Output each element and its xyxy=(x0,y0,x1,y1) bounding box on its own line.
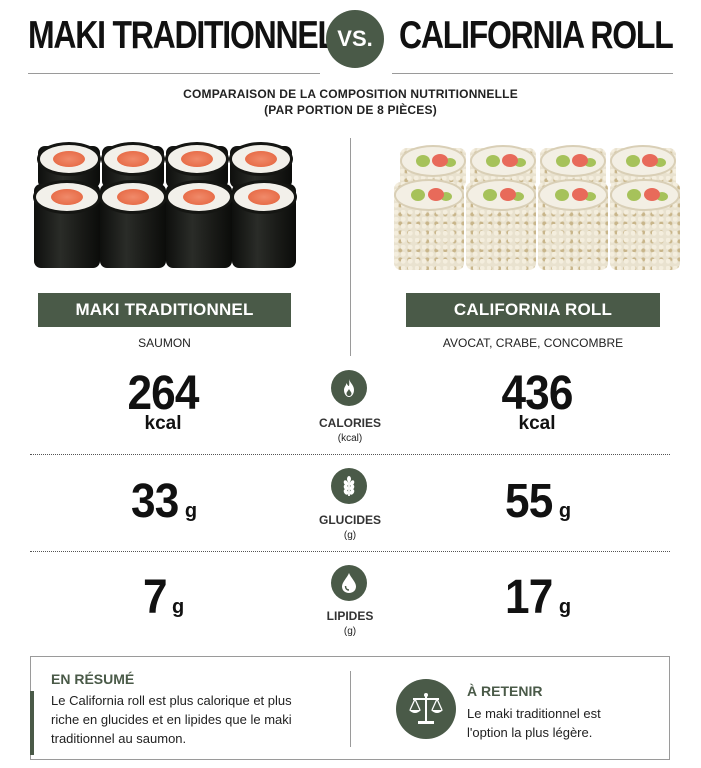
retain-text: Le maki traditionnel est l'option la plu… xyxy=(467,706,601,740)
right-fat: 17 g xyxy=(462,570,612,625)
right-title: CALIFORNIA ROLL xyxy=(399,14,675,57)
maki-piece xyxy=(165,180,233,268)
maki-piece xyxy=(99,180,167,268)
california-rolls-image xyxy=(394,142,680,272)
left-label-bar: MAKI TRADITIONNEL xyxy=(38,293,291,327)
calories-label-text: CALORIES xyxy=(318,416,381,430)
california-piece xyxy=(466,179,536,270)
left-fat-unit: g xyxy=(171,596,185,618)
subtitle-line-1: COMPARAISON DE LA COMPOSITION NUTRITIONN… xyxy=(183,87,518,101)
right-carbs-unit: g xyxy=(558,500,572,522)
maki-salmon-rolls-image xyxy=(33,142,297,270)
right-calories: 436 kcal xyxy=(462,366,612,435)
wheat-icon xyxy=(331,468,367,504)
carbs-unit-label: (g) xyxy=(343,530,357,541)
subtitle-line-2: (PAR PORTION DE 8 PIÈCES) xyxy=(264,103,437,117)
california-piece xyxy=(610,179,680,270)
left-title: MAKI TRADITIONNEL xyxy=(28,14,337,57)
left-calories-value: 264 xyxy=(127,367,200,420)
right-label-bar: CALIFORNIA ROLL xyxy=(406,293,660,327)
right-title-rule xyxy=(392,73,673,74)
left-carbs-value: 33 xyxy=(131,475,179,528)
right-carbs-value: 55 xyxy=(505,475,553,528)
california-piece xyxy=(538,179,608,270)
maki-piece xyxy=(101,142,165,188)
left-calories: 264 kcal xyxy=(88,366,238,435)
header: MAKI TRADITIONNEL VS. CALIFORNIA ROLL xyxy=(0,0,701,80)
right-calories-unit: kcal xyxy=(518,413,556,434)
left-fat: 7 g xyxy=(88,570,238,625)
summary-text: Le California roll est plus calorique et… xyxy=(51,693,292,746)
maki-piece xyxy=(37,142,101,188)
left-fat-value: 7 xyxy=(142,571,168,624)
row-divider xyxy=(30,551,670,552)
fat-unit-label: (g) xyxy=(343,626,357,637)
left-carbs: 33 g xyxy=(88,474,238,529)
row-divider xyxy=(30,454,670,455)
subtitle: COMPARAISON DE LA COMPOSITION NUTRITIONN… xyxy=(0,86,701,118)
left-title-rule xyxy=(28,73,320,74)
droplet-icon xyxy=(331,565,367,601)
maki-piece xyxy=(231,180,297,268)
right-calories-value: 436 xyxy=(501,367,574,420)
carbs-label: GLUCIDES (g) xyxy=(290,513,410,543)
summary-divider xyxy=(350,671,351,747)
california-piece xyxy=(394,179,464,270)
left-calories-unit: kcal xyxy=(144,413,182,434)
scale-icon xyxy=(396,679,456,739)
summary-accent-bar xyxy=(30,691,34,755)
fat-label-text: LIPIDES xyxy=(326,609,374,623)
right-carbs: 55 g xyxy=(462,474,612,529)
calories-label: CALORIES (kcal) xyxy=(290,416,410,446)
fat-label: LIPIDES (g) xyxy=(290,609,410,639)
summary-box: EN RÉSUMÉ Le California roll est plus ca… xyxy=(30,656,670,760)
center-divider xyxy=(350,138,351,356)
flame-icon xyxy=(331,370,367,406)
right-fat-unit: g xyxy=(558,596,572,618)
maki-piece xyxy=(33,180,101,268)
maki-piece xyxy=(165,142,229,188)
vs-badge: VS. xyxy=(326,10,384,68)
calories-unit-label: (kcal) xyxy=(337,433,363,444)
retain-title: À RETENIR xyxy=(467,683,543,699)
summary-title: EN RÉSUMÉ xyxy=(51,671,135,687)
left-ingredients: SAUMON xyxy=(138,336,191,350)
right-fat-value: 17 xyxy=(505,571,553,624)
carbs-label-text: GLUCIDES xyxy=(318,513,381,527)
right-ingredients: AVOCAT, CRABE, CONCOMBRE xyxy=(442,336,624,350)
left-carbs-unit: g xyxy=(184,500,198,522)
